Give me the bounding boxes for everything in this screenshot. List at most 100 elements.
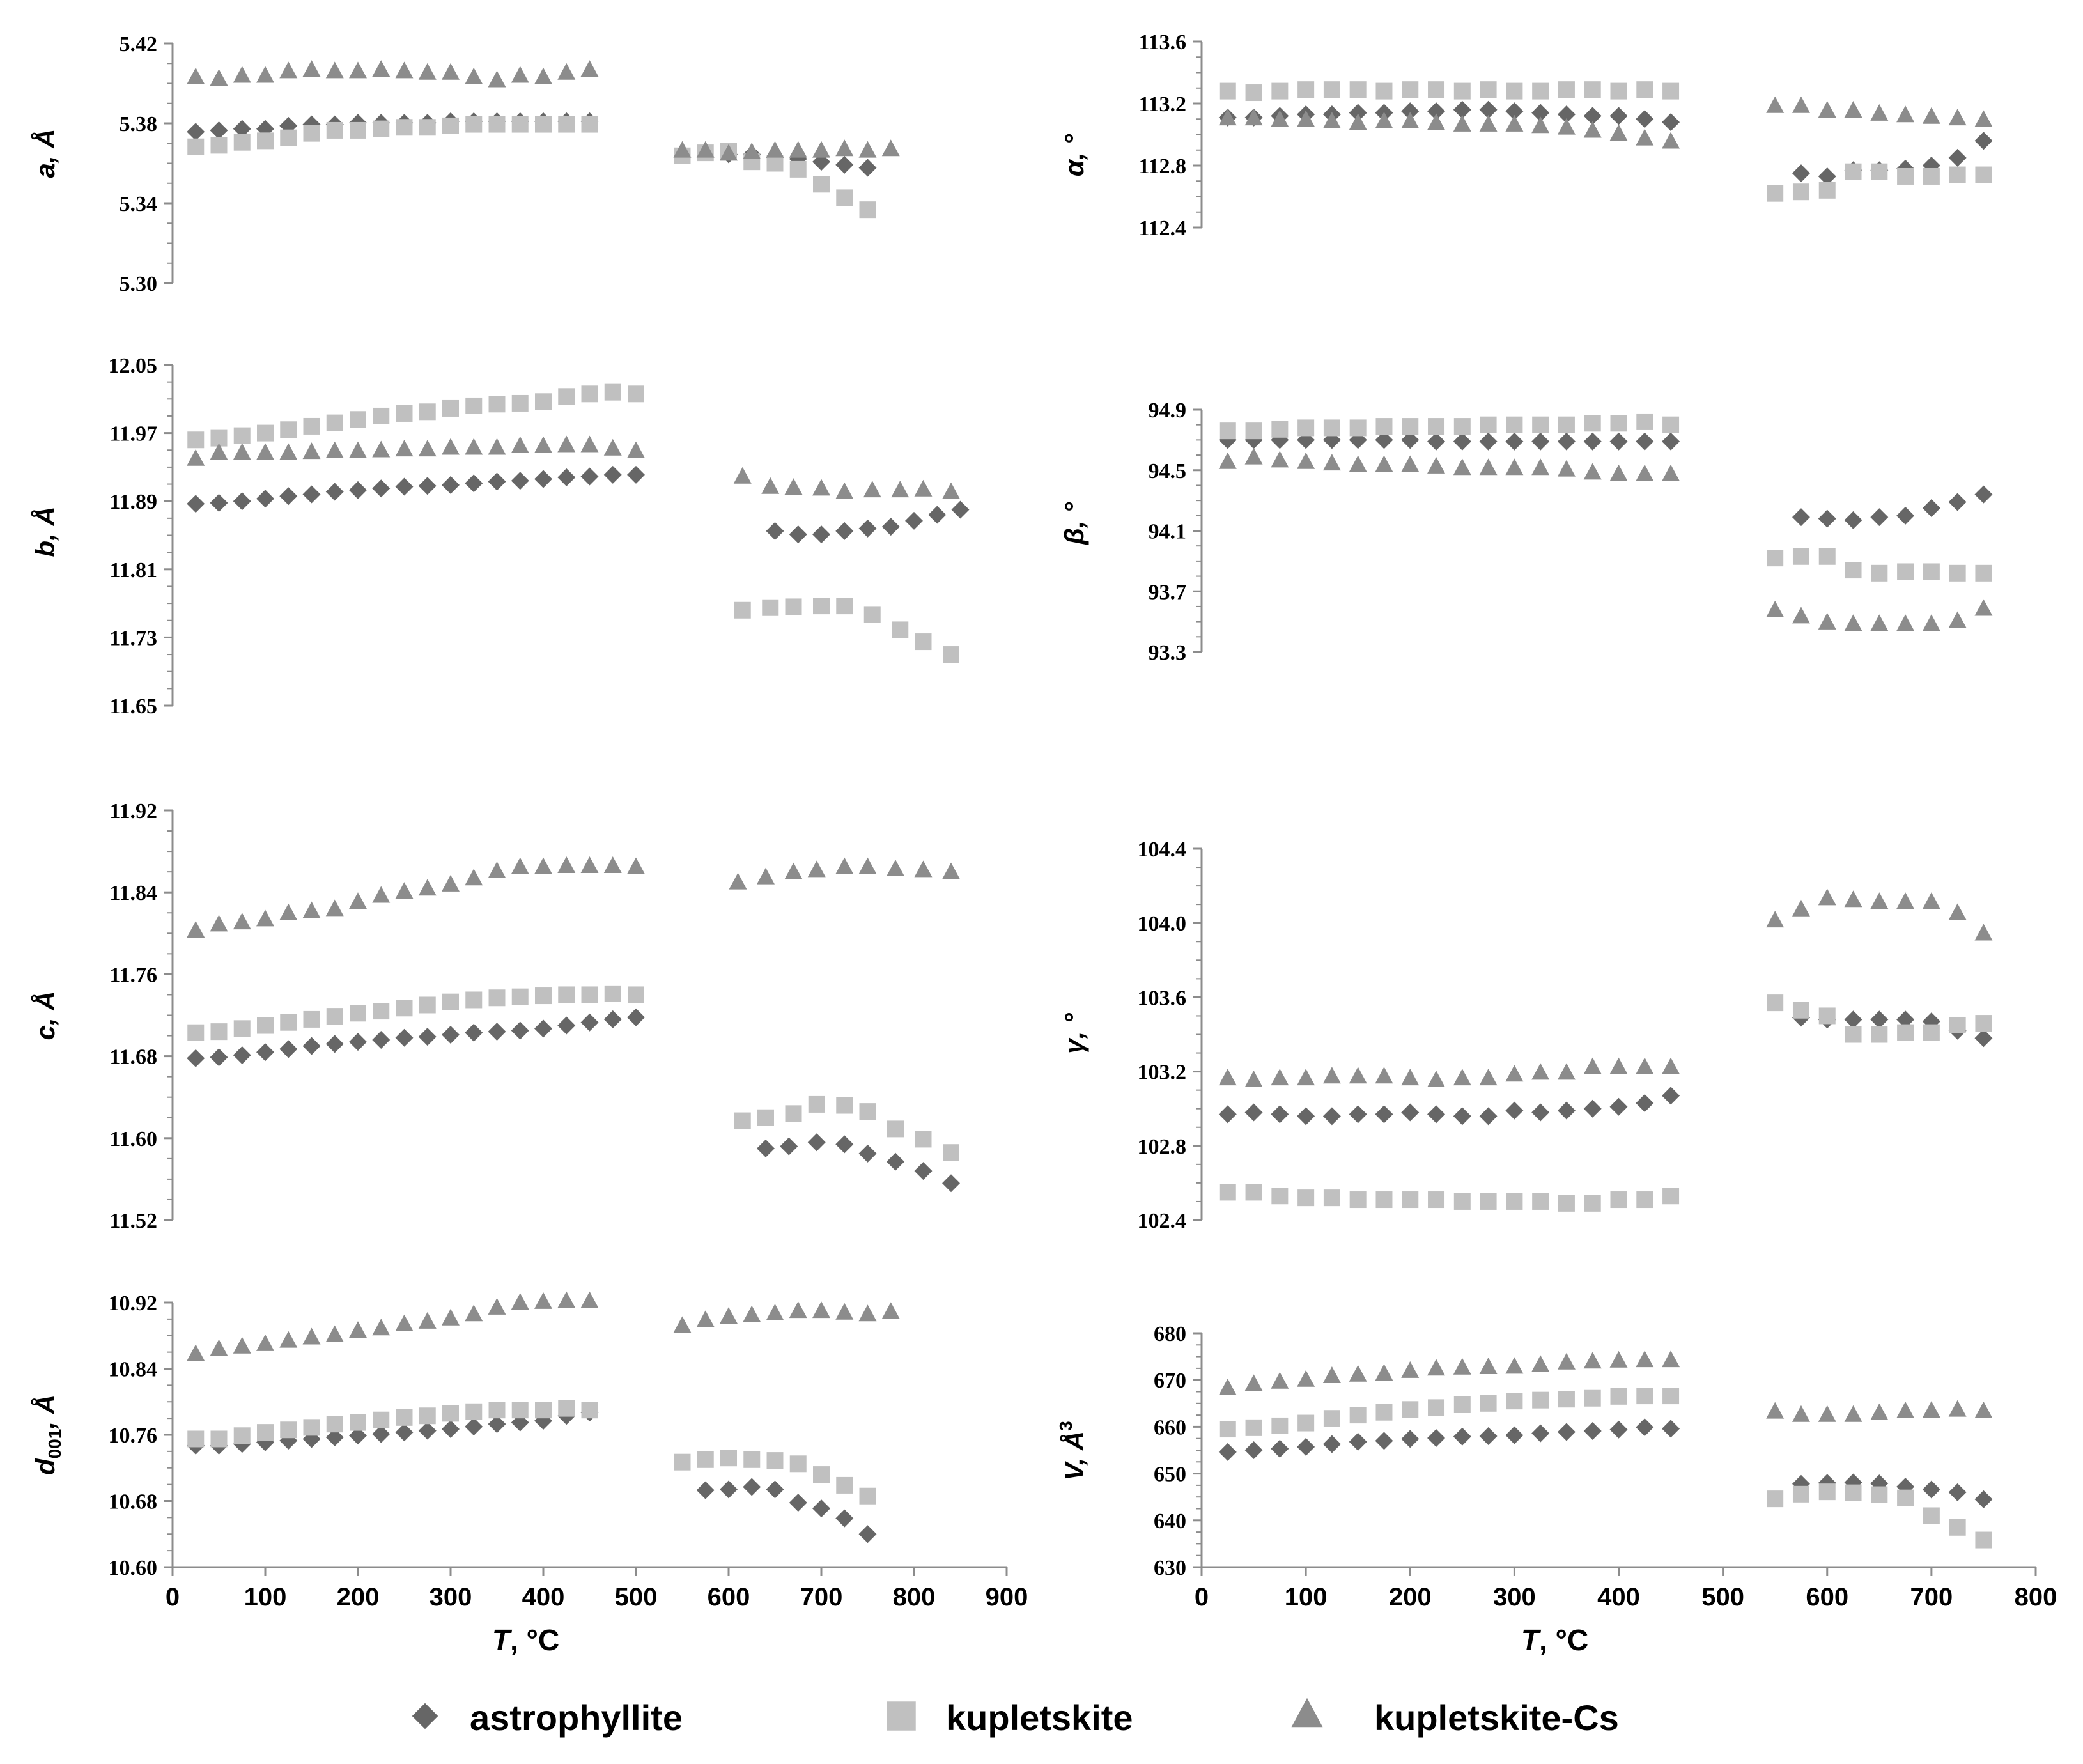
data-point-astrophyllite [812,525,830,544]
data-point-astrophyllite [534,470,552,488]
data-point-astrophyllite [1453,1427,1471,1446]
data-point-kupletskite-cs [210,915,228,932]
data-point-kupletskite [210,1023,228,1041]
data-point-kupletskite [419,996,436,1014]
data-point-kupletskite [558,1400,575,1417]
data-point-astrophyllite [1583,432,1602,451]
data-point-kupletskite [210,137,228,154]
data-point-kupletskite [1271,82,1289,100]
data-point-kupletskite [1297,1414,1315,1432]
data-point-astrophyllite [187,1049,205,1067]
data-point-kupletskite-cs [1818,101,1836,118]
data-point-kupletskite-cs [534,436,552,453]
data-point-astrophyllite [210,493,228,512]
data-point-kupletskite-cs [325,1325,344,1342]
data-point-astrophyllite [1297,1437,1315,1456]
data-point-kupletskite-cs [1662,1057,1680,1074]
data-point-kupletskite-cs [1479,1069,1498,1086]
data-point-astrophyllite [1401,431,1420,449]
legend-marker-diamond [412,1703,438,1729]
y-tick-label: 10.76 [109,1424,158,1448]
data-point-kupletskite [1349,1407,1367,1424]
data-point-kupletskite [766,155,784,172]
data-point-kupletskite-cs [187,449,205,466]
data-point-astrophyllite [1557,1101,1576,1120]
data-point-kupletskite [558,986,575,1003]
data-point-kupletskite-cs [1896,892,1915,909]
data-point-astrophyllite [511,1021,529,1040]
data-point-astrophyllite [928,506,947,524]
data-point-kupletskite-cs [1792,1405,1810,1422]
data-point-astrophyllite [233,1046,251,1064]
data-point-kupletskite-cs [1870,892,1889,909]
data-point-astrophyllite [1218,1443,1237,1461]
y-axis-label: d001, Å [30,1395,65,1475]
data-point-kupletskite-cs [835,1303,854,1320]
data-point-kupletskite-cs [279,903,298,920]
data-point-kupletskite-cs [557,856,576,874]
data-point-kupletskite [1506,1193,1523,1210]
data-point-kupletskite [1402,418,1419,435]
data-point-kupletskite-cs [1218,1069,1237,1086]
data-point-kupletskite [1818,182,1836,199]
x-tick-label: 100 [244,1583,287,1611]
y-tick-label: 650 [1154,1463,1186,1487]
data-point-kupletskite-cs [325,61,344,79]
data-point-kupletskite-cs [1922,1401,1940,1418]
data-point-kupletskite-cs [863,481,881,498]
series-kupletskite [1219,413,1992,582]
data-point-kupletskite [535,116,552,133]
x-tick-label: 600 [708,1583,750,1611]
data-point-astrophyllite [1531,1103,1550,1122]
data-point-kupletskite [465,991,483,1009]
data-point-kupletskite [1323,419,1340,437]
data-point-kupletskite-cs [349,441,367,458]
data-point-astrophyllite [1479,1427,1498,1446]
legend-item-kupletskite: kupletskite [887,1698,1133,1738]
data-point-kupletskite-cs [1244,447,1263,465]
data-point-astrophyllite [325,483,344,501]
data-point-kupletskite-cs [1922,614,1940,631]
data-point-kupletskite-cs [256,909,274,927]
data-point-astrophyllite [835,522,854,540]
panel-b: 11.65 11.73 11.81 11.89 11.97 12.05 b, Å [30,354,970,718]
panel-beta: 93.3 93.7 94.1 94.5 94.9 β, ° [1059,399,1993,665]
data-point-kupletskite [1949,564,1966,582]
data-point-astrophyllite [279,487,298,506]
data-point-astrophyllite [488,1023,506,1041]
data-point-kupletskite [1767,185,1784,202]
data-point-kupletskite [1610,1191,1627,1209]
data-point-astrophyllite [835,1135,854,1154]
x-tick-label: 100 [1285,1583,1328,1611]
data-point-kupletskite-cs [812,1301,830,1319]
data-point-kupletskite-cs [1297,1069,1315,1086]
data-point-astrophyllite [488,1415,506,1434]
legend-marker-triangle [1291,1698,1323,1728]
data-point-kupletskite-cs [1583,1352,1602,1369]
data-point-kupletskite [1323,81,1340,98]
data-point-kupletskite-cs [1271,1069,1289,1086]
data-point-astrophyllite [1609,1420,1628,1439]
series-kupletskite-cs [187,435,960,499]
data-point-kupletskite-cs [1401,1361,1420,1378]
data-point-kupletskite [1480,416,1497,433]
data-point-kupletskite-cs [603,856,622,874]
data-point-kupletskite-cs [1427,113,1446,130]
data-point-kupletskite [1949,1519,1966,1536]
data-point-kupletskite-cs [187,920,205,938]
data-point-kupletskite-cs [302,1327,321,1345]
data-point-kupletskite-cs [442,438,460,455]
data-point-kupletskite-cs [1244,1071,1263,1088]
data-point-astrophyllite [1218,1105,1237,1124]
data-point-astrophyllite [372,1030,391,1049]
data-point-kupletskite [1428,1191,1445,1209]
data-point-astrophyllite [442,1420,460,1438]
data-point-kupletskite [1480,81,1497,98]
data-point-kupletskite-cs [627,857,645,874]
data-point-kupletskite-cs [1766,600,1785,617]
legend-marker-square [887,1701,916,1731]
data-point-astrophyllite [1662,1420,1680,1438]
data-point-kupletskite-cs [580,60,599,77]
data-point-kupletskite-cs [511,1293,529,1310]
data-point-kupletskite-cs [1218,1378,1237,1395]
